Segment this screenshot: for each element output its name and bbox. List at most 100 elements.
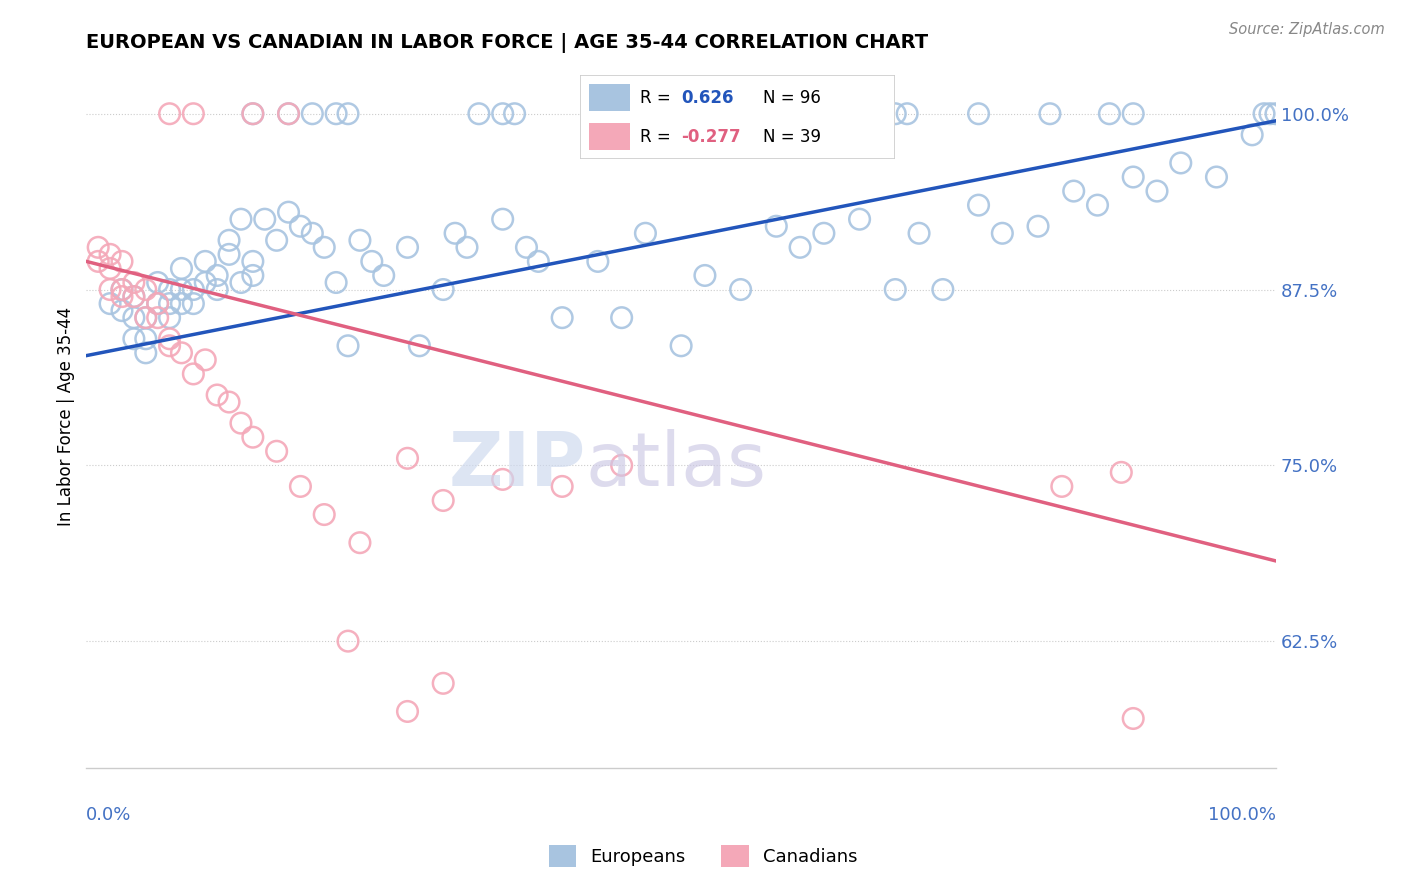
Point	[634, 107, 657, 121]
Point	[456, 240, 478, 254]
Point	[266, 444, 288, 458]
Point	[135, 346, 157, 360]
Point	[135, 283, 157, 297]
Point	[218, 395, 240, 409]
Point	[146, 276, 169, 290]
Point	[146, 296, 169, 310]
Point	[98, 261, 121, 276]
Point	[647, 107, 669, 121]
Point	[253, 212, 276, 227]
Point	[87, 240, 110, 254]
Point	[932, 283, 955, 297]
Point	[669, 339, 692, 353]
Point	[1122, 169, 1144, 184]
Point	[183, 367, 205, 381]
Point	[765, 107, 787, 121]
Text: 100.0%: 100.0%	[1208, 806, 1277, 824]
Point	[135, 310, 157, 325]
Legend: Europeans, Canadians: Europeans, Canadians	[541, 838, 865, 874]
Point	[266, 233, 288, 247]
Point	[432, 676, 454, 690]
Point	[229, 276, 252, 290]
Point	[170, 283, 193, 297]
Point	[396, 451, 419, 466]
Point	[634, 227, 657, 241]
Text: atlas: atlas	[586, 429, 766, 502]
Point	[813, 107, 835, 121]
Point	[848, 212, 870, 227]
Point	[884, 107, 907, 121]
Point	[551, 310, 574, 325]
Point	[492, 107, 515, 121]
Point	[170, 261, 193, 276]
Point	[146, 310, 169, 325]
Point	[146, 296, 169, 310]
Point	[301, 107, 323, 121]
Point	[432, 493, 454, 508]
Point	[396, 705, 419, 719]
Point	[314, 240, 336, 254]
Point	[111, 283, 134, 297]
Point	[444, 227, 467, 241]
Point	[122, 289, 145, 303]
Point	[1050, 479, 1073, 493]
Point	[730, 283, 752, 297]
Point	[610, 310, 633, 325]
Point	[908, 227, 931, 241]
Point	[135, 310, 157, 325]
Point	[599, 107, 621, 121]
Point	[183, 283, 205, 297]
Point	[967, 198, 990, 212]
Point	[218, 247, 240, 261]
Point	[789, 240, 811, 254]
Point	[135, 332, 157, 346]
Point	[87, 254, 110, 268]
Point	[98, 247, 121, 261]
Point	[337, 339, 360, 353]
Point	[1087, 198, 1109, 212]
Point	[337, 107, 360, 121]
Point	[242, 254, 264, 268]
Point	[1253, 107, 1275, 121]
Point	[159, 283, 181, 297]
Point	[349, 233, 371, 247]
Point	[170, 346, 193, 360]
Point	[551, 479, 574, 493]
Point	[229, 416, 252, 430]
Point	[98, 283, 121, 297]
Point	[122, 289, 145, 303]
Point	[1063, 184, 1085, 198]
Point	[290, 479, 312, 493]
Point	[325, 107, 347, 121]
Point	[468, 107, 491, 121]
Point	[111, 289, 134, 303]
Point	[337, 634, 360, 648]
Point	[111, 254, 134, 268]
Point	[277, 205, 299, 219]
Point	[503, 107, 526, 121]
Point	[1122, 711, 1144, 725]
Point	[991, 227, 1014, 241]
Point	[242, 107, 264, 121]
Point	[1111, 466, 1133, 480]
Point	[896, 107, 918, 121]
Point	[205, 388, 228, 402]
Point	[610, 458, 633, 473]
Point	[1039, 107, 1062, 121]
Point	[527, 254, 550, 268]
Point	[765, 219, 787, 234]
Point	[205, 268, 228, 283]
Point	[170, 296, 193, 310]
Point	[159, 332, 181, 346]
Point	[1265, 107, 1288, 121]
Point	[360, 254, 382, 268]
Point	[396, 240, 419, 254]
Point	[98, 296, 121, 310]
Point	[373, 268, 395, 283]
Point	[277, 107, 299, 121]
Point	[1170, 156, 1192, 170]
Point	[159, 310, 181, 325]
Point	[194, 276, 217, 290]
Point	[242, 107, 264, 121]
Y-axis label: In Labor Force | Age 35-44: In Labor Force | Age 35-44	[58, 307, 75, 525]
